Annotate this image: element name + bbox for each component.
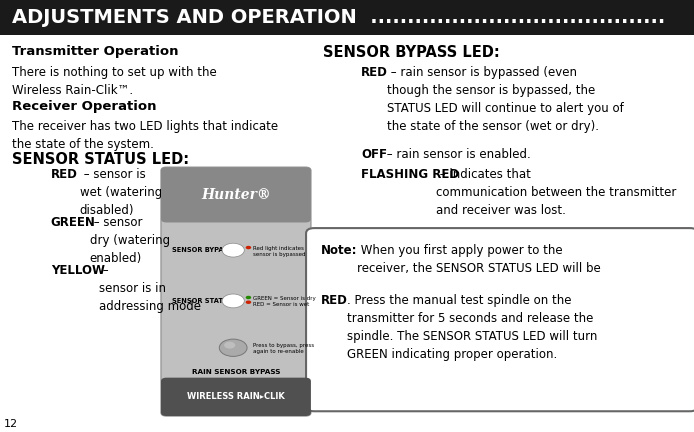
Text: Receiver Operation: Receiver Operation	[12, 100, 157, 113]
Text: ADJUSTMENTS AND OPERATION  ........................................: ADJUSTMENTS AND OPERATION ..............…	[12, 8, 666, 27]
FancyBboxPatch shape	[161, 167, 311, 416]
Text: Red light indicates
sensor is bypassed: Red light indicates sensor is bypassed	[253, 246, 305, 257]
FancyBboxPatch shape	[161, 378, 311, 416]
Text: SENSOR BYPASS: SENSOR BYPASS	[172, 247, 233, 253]
Text: GREEN = Sensor is dry
RED = Sensor is wet: GREEN = Sensor is dry RED = Sensor is we…	[253, 296, 315, 307]
Text: – rain sensor is bypassed (even
though the sensor is bypassed, the
STATUS LED wi: – rain sensor is bypassed (even though t…	[387, 66, 623, 133]
Circle shape	[246, 246, 251, 249]
Text: YELLOW: YELLOW	[51, 264, 105, 276]
Circle shape	[219, 339, 247, 356]
FancyBboxPatch shape	[306, 228, 694, 411]
Circle shape	[222, 294, 244, 308]
Circle shape	[246, 301, 251, 304]
Text: WIRELESS RAIN▸CLIK: WIRELESS RAIN▸CLIK	[187, 392, 285, 401]
Text: RED: RED	[51, 168, 78, 181]
Text: GREEN: GREEN	[51, 216, 96, 229]
Text: When you first apply power to the
receiver, the SENSOR STATUS LED will be: When you first apply power to the receiv…	[357, 244, 601, 293]
Bar	[0, 0, 694, 35]
Bar	[167, 381, 305, 397]
Text: OFF: OFF	[361, 148, 387, 161]
FancyBboxPatch shape	[161, 167, 311, 222]
Text: The receiver has two LED lights that indicate
the state of the system.: The receiver has two LED lights that ind…	[12, 120, 278, 151]
Text: SENSOR STATUS LED:: SENSOR STATUS LED:	[12, 152, 189, 167]
Circle shape	[246, 296, 251, 299]
Text: – indicates that
communication between the transmitter
and receiver was lost.: – indicates that communication between t…	[436, 168, 676, 216]
Text: – sensor
dry (watering
enabled): – sensor dry (watering enabled)	[90, 216, 169, 265]
Text: SENSOR STATUS: SENSOR STATUS	[172, 298, 233, 304]
Text: Press to bypass, press
again to re-enable: Press to bypass, press again to re-enabl…	[253, 343, 314, 354]
Text: RAIN SENSOR BYPASS: RAIN SENSOR BYPASS	[192, 368, 280, 375]
Text: Hunter®: Hunter®	[201, 188, 271, 202]
Text: SENSOR BYPASS LED:: SENSOR BYPASS LED:	[323, 45, 500, 60]
Text: – sensor is
wet (watering
disabled): – sensor is wet (watering disabled)	[80, 168, 162, 217]
Text: – rain sensor is enabled.: – rain sensor is enabled.	[383, 148, 531, 161]
Text: Transmitter Operation: Transmitter Operation	[12, 45, 179, 58]
Text: FLASHING RED: FLASHING RED	[361, 168, 459, 181]
Circle shape	[224, 342, 235, 349]
Text: –
sensor is in
addressing mode: – sensor is in addressing mode	[99, 264, 201, 312]
Text: RED: RED	[321, 294, 348, 307]
Text: There is nothing to set up with the
Wireless Rain-Clik™.: There is nothing to set up with the Wire…	[12, 66, 217, 97]
Circle shape	[222, 243, 244, 257]
Text: RED: RED	[361, 66, 388, 79]
Text: . Press the manual test spindle on the
transmitter for 5 seconds and release the: . Press the manual test spindle on the t…	[347, 294, 598, 361]
Text: Note:: Note:	[321, 244, 358, 257]
Text: 12: 12	[3, 419, 17, 429]
Bar	[167, 195, 305, 219]
